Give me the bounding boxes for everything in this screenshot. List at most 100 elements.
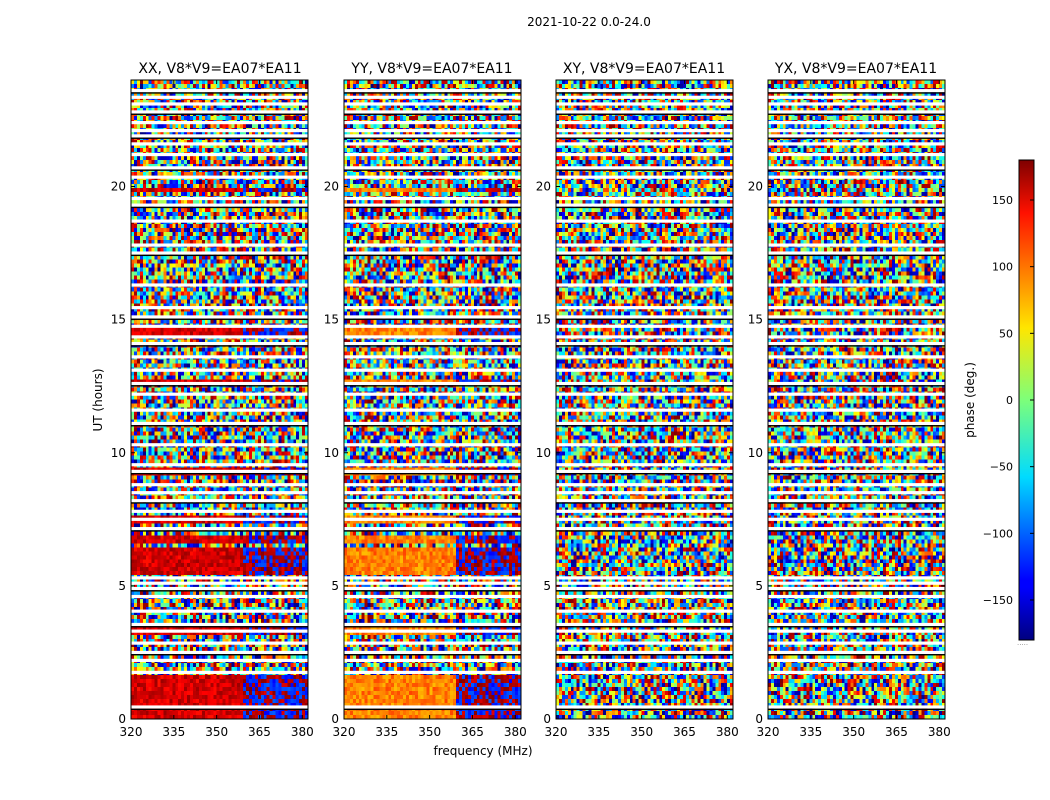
flagged-row xyxy=(131,102,308,106)
y-tick-label: 20 xyxy=(324,180,339,194)
flagged-row xyxy=(768,421,945,426)
x-tick-label: 320 xyxy=(333,725,356,739)
flagged-row-edge xyxy=(768,113,945,115)
flagged-row xyxy=(344,243,521,247)
flagged-row xyxy=(768,175,945,179)
flagged-row xyxy=(768,705,945,709)
flagged-row-edge xyxy=(556,385,733,387)
flagged-row xyxy=(768,670,945,675)
y-tick-label: 0 xyxy=(331,712,339,726)
x-tick-label: 320 xyxy=(757,725,780,739)
flagged-row xyxy=(131,166,308,170)
flagged-row xyxy=(344,629,521,633)
flagged-row-edge xyxy=(344,590,521,592)
flagged-row xyxy=(344,89,521,93)
flagged-row xyxy=(344,658,521,663)
flagged-row-edge xyxy=(344,318,521,320)
flagged-row xyxy=(131,443,308,447)
flagged-row xyxy=(556,102,733,106)
flagged-row xyxy=(768,134,945,138)
flagged-row xyxy=(768,650,945,655)
flagged-row-edge xyxy=(131,137,308,139)
flagged-row xyxy=(556,622,733,627)
x-tick-label: 365 xyxy=(248,725,271,739)
flagged-row xyxy=(131,142,308,146)
flagged-row xyxy=(768,243,945,247)
flagged-row xyxy=(131,392,308,396)
flagged-row xyxy=(556,110,733,114)
flagged-row xyxy=(768,491,945,495)
flagged-row xyxy=(344,527,521,531)
x-tick-label: 335 xyxy=(587,725,610,739)
y-tick-label: 5 xyxy=(755,579,763,593)
flagged-row xyxy=(768,283,945,287)
flagged-row-edge xyxy=(131,385,308,387)
flagged-row xyxy=(344,392,521,396)
flagged-row xyxy=(344,576,521,580)
flagged-row xyxy=(556,315,733,319)
flagged-row-edge xyxy=(556,654,733,656)
flagged-row xyxy=(131,586,308,591)
flagged-row xyxy=(131,629,308,633)
flagged-row-edge xyxy=(131,590,308,592)
flagged-row xyxy=(556,509,733,513)
flagged-row xyxy=(768,203,945,207)
flagged-row xyxy=(556,629,733,633)
flagged-row xyxy=(556,89,733,93)
flagged-row-edge xyxy=(768,654,945,656)
x-tick-label: 365 xyxy=(461,725,484,739)
flagged-row xyxy=(556,650,733,655)
flagged-row xyxy=(768,121,945,125)
colorbar-tick-label: 100 xyxy=(992,261,1013,274)
panel-title-yx: YX, V8*V9=EA07*EA11 xyxy=(774,61,937,77)
flagged-row-edge xyxy=(344,708,521,711)
flagged-row xyxy=(131,469,308,473)
flagged-row xyxy=(768,341,945,346)
flagged-row-edge xyxy=(344,385,521,387)
flagged-row-edge xyxy=(768,169,945,171)
flagged-row-edge xyxy=(131,113,308,115)
x-tick-label: 380 xyxy=(504,725,527,739)
plot-frame xyxy=(767,79,946,720)
y-tick-label: 5 xyxy=(118,579,126,593)
flagged-row xyxy=(344,341,521,346)
flagged-row-edge xyxy=(131,254,308,257)
flagged-row-edge xyxy=(768,254,945,257)
flagged-row-edge xyxy=(556,472,733,475)
flagged-row xyxy=(556,335,733,339)
flagged-row xyxy=(344,581,521,585)
flagged-row-edge xyxy=(131,425,308,427)
flagged-row xyxy=(131,581,308,585)
flagged-row xyxy=(131,622,308,627)
flagged-row xyxy=(344,335,521,339)
flagged-row-edge xyxy=(131,472,308,475)
flagged-row-edge xyxy=(344,626,521,628)
flagged-row-edge xyxy=(344,137,521,139)
flagged-row xyxy=(768,306,945,310)
panel-title-xy: XY, V8*V9=EA07*EA11 xyxy=(563,61,725,77)
flagged-row xyxy=(344,152,521,157)
x-tick-label: 350 xyxy=(205,725,228,739)
flagged-row xyxy=(131,641,308,645)
flagged-row-edge xyxy=(344,472,521,475)
flagged-row xyxy=(768,517,945,521)
flagged-row xyxy=(768,166,945,170)
flagged-row xyxy=(768,335,945,339)
flagged-row xyxy=(556,251,733,255)
flagged-row xyxy=(131,283,308,287)
flagged-row xyxy=(556,586,733,591)
flagged-row xyxy=(131,95,308,99)
x-axis-label: frequency (MHz) xyxy=(433,744,532,758)
flagged-row xyxy=(556,341,733,346)
flagged-row-edge xyxy=(556,137,733,139)
flagged-row xyxy=(556,641,733,645)
flagged-row xyxy=(556,463,733,467)
flagged-row xyxy=(131,381,308,386)
flagged-row xyxy=(131,421,308,426)
flagged-row xyxy=(131,499,308,503)
flagged-row xyxy=(344,491,521,495)
flagged-row-edge xyxy=(768,92,945,94)
flagged-row xyxy=(768,196,945,201)
flagged-row xyxy=(344,219,521,223)
flagged-row xyxy=(768,463,945,467)
